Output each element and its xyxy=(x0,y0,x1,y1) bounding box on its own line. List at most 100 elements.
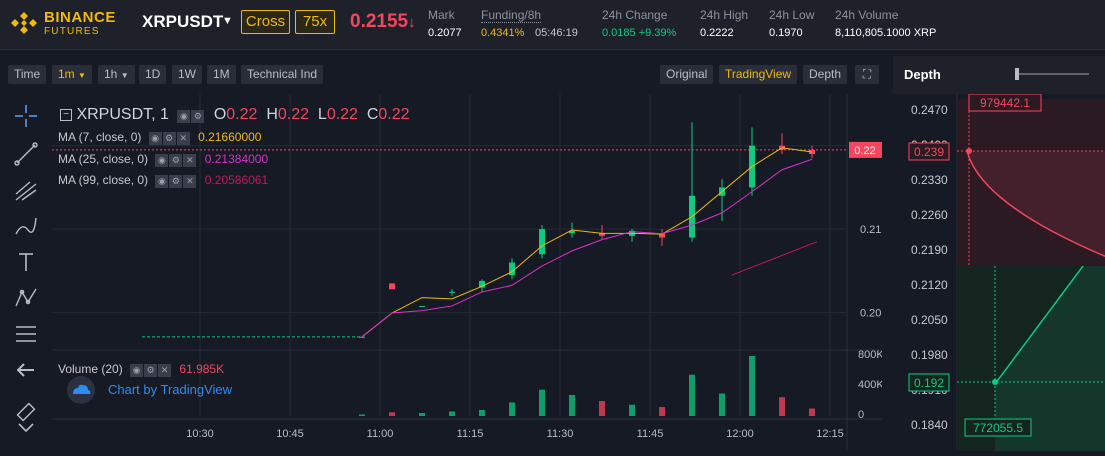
depth-zoom-handle[interactable] xyxy=(1015,68,1019,80)
volume-bar xyxy=(629,404,635,416)
bid-depth-fill xyxy=(995,266,1105,451)
depth-price-tick: 0.2470 xyxy=(911,103,948,117)
depth-price-tick: 0.2330 xyxy=(911,173,948,187)
time-tick-label: 12:00 xyxy=(726,428,754,440)
original-view-button[interactable]: Original xyxy=(660,65,714,84)
time-tick-label: 11:45 xyxy=(637,428,664,440)
volume-tick-label: 400K xyxy=(858,379,882,391)
eye-icon[interactable]: ◉ xyxy=(155,154,169,168)
margin-mode-button[interactable]: Cross xyxy=(241,10,290,34)
low-label: 24h Low xyxy=(769,8,815,22)
ma25-legend: MA (25, close, 0) ◉ ⚙ ✕ 0.21384000 xyxy=(58,152,268,168)
text-tool-icon[interactable] xyxy=(12,248,40,276)
chevron-down-icon[interactable]: ▼ xyxy=(222,15,233,27)
funding-rate: 0.4341% xyxy=(481,27,525,39)
chart-toolbar: Time 1m ▼ 1h ▼ 1D 1W 1M Technical Ind Or… xyxy=(0,58,885,92)
price-chart[interactable]: 10:30 10:45 11:00 11:15 11:30 11:45 12:00 12:15… xyxy=(52,94,884,451)
volume-bar xyxy=(449,411,455,416)
close-icon[interactable]: ✕ xyxy=(183,175,197,189)
gear-icon[interactable]: ⚙ xyxy=(144,364,158,378)
candlestick-chart-canvas[interactable]: 10:30 10:45 11:00 11:15 11:30 11:45 12:00 12:15… xyxy=(52,94,884,451)
arrow-left-icon[interactable] xyxy=(12,356,40,384)
bid-price-tag xyxy=(908,373,950,392)
close-icon[interactable]: ✕ xyxy=(176,132,190,146)
technical-indicators-button[interactable]: Technical Ind xyxy=(241,65,324,84)
bid-depth-line xyxy=(994,265,1084,385)
gear-icon[interactable]: ⚙ xyxy=(162,132,176,146)
volume-tick-label: 0 xyxy=(858,409,864,421)
depth-chart-canvas[interactable]: 0.24700.24000.23300.22600.21900.21200.20… xyxy=(893,94,1105,451)
last-price-tag-label: 0.22 xyxy=(854,145,875,157)
brush-icon[interactable] xyxy=(12,212,40,240)
time-button[interactable]: Time xyxy=(8,65,47,84)
candle-body xyxy=(569,230,575,234)
ruler-icon[interactable] xyxy=(12,398,40,426)
price-tick-label: 0.21 xyxy=(860,224,881,236)
high-value: 0.2222 xyxy=(700,27,734,39)
volume-bar xyxy=(779,397,785,416)
chevron-down-icon: ▼ xyxy=(120,71,129,80)
ma99-label: MA (99, close, 0) xyxy=(58,173,149,187)
change-label: 24h Change xyxy=(602,8,668,22)
volume-bar xyxy=(749,356,755,416)
eye-icon[interactable]: ◉ xyxy=(177,110,191,123)
fib-retracement-icon[interactable] xyxy=(12,320,40,348)
gear-icon[interactable]: ⚙ xyxy=(169,175,183,189)
ma7-controls: ◉ ⚙ ✕ xyxy=(148,130,191,146)
ma99-controls: ◉ ⚙ ✕ xyxy=(155,173,197,189)
tradingview-watermark[interactable]: Chart by TradingView xyxy=(66,375,246,405)
close-icon[interactable]: ✕ xyxy=(158,364,172,378)
interval-1mo-button[interactable]: 1M xyxy=(207,65,236,84)
fullscreen-icon[interactable]: ⛶ xyxy=(855,65,879,84)
depth-view-button[interactable]: Depth xyxy=(803,65,848,84)
volume-controls: ◉ ⚙ ✕ xyxy=(130,362,172,378)
eye-icon[interactable]: ◉ xyxy=(148,132,162,146)
ma7-label: MA (7, close, 0) xyxy=(58,130,142,144)
low-value: 0.1970 xyxy=(769,27,803,39)
collapse-toolbar-icon[interactable] xyxy=(12,414,40,442)
crosshair-icon[interactable] xyxy=(12,102,40,130)
interval-1m-button[interactable]: 1m ▼ xyxy=(52,65,92,84)
price-down-arrow-icon: ↓ xyxy=(408,14,416,31)
volume-bar xyxy=(719,393,725,416)
bid-price-tag-label: 0.192 xyxy=(914,376,944,390)
gear-icon[interactable]: ⚙ xyxy=(169,154,183,168)
volume-value: 8,110,805.1000 XRP xyxy=(835,27,937,39)
close-icon[interactable]: ✕ xyxy=(183,154,197,168)
tradingview-view-button[interactable]: TradingView xyxy=(719,65,798,84)
trend-line-icon[interactable] xyxy=(12,140,40,168)
gear-icon[interactable]: ⚙ xyxy=(191,110,205,123)
pitchfork-icon[interactable] xyxy=(12,176,40,204)
legend-controls: ◉ ⚙ xyxy=(177,106,205,124)
interval-1d-button[interactable]: 1D xyxy=(139,65,167,84)
ask-price-tag xyxy=(908,142,950,161)
candle-body xyxy=(539,229,545,255)
ask-depth-fill xyxy=(957,151,1105,266)
low-label: L xyxy=(317,106,327,124)
eye-icon[interactable]: ◉ xyxy=(155,175,169,189)
volume-tick-label: 800K xyxy=(858,349,882,361)
legend-collapse-icon[interactable]: − xyxy=(60,109,72,121)
volume-indicator-value: 61.985K xyxy=(179,362,225,376)
eye-icon[interactable]: ◉ xyxy=(130,364,144,378)
low-value: 0.22 xyxy=(326,106,358,124)
depth-price-tick: 0.1980 xyxy=(911,348,948,362)
bid-qty-tag xyxy=(964,418,1032,437)
volume-label: 24h Volume xyxy=(835,8,899,22)
candle-body xyxy=(659,233,665,238)
candle-body xyxy=(599,233,605,236)
candle-body xyxy=(419,305,425,307)
time-tick-label: 11:00 xyxy=(367,428,394,440)
symbol-selector[interactable]: XRPUSDT xyxy=(142,12,224,31)
ma7-value: 0.21660000 xyxy=(198,130,262,144)
depth-zoom-slider[interactable] xyxy=(1015,68,1089,80)
pattern-icon[interactable] xyxy=(12,284,40,312)
time-tick-label: 11:30 xyxy=(547,428,574,440)
leverage-button[interactable]: 75x xyxy=(295,10,335,34)
ask-qty-tag-label: 979442.1 xyxy=(980,96,1030,110)
funding-label[interactable]: Funding/8h xyxy=(481,8,542,23)
interval-1w-button[interactable]: 1W xyxy=(172,65,202,84)
ma99-line xyxy=(731,241,818,276)
depth-title: Depth xyxy=(904,67,941,82)
interval-1h-button[interactable]: 1h ▼ xyxy=(98,65,135,84)
